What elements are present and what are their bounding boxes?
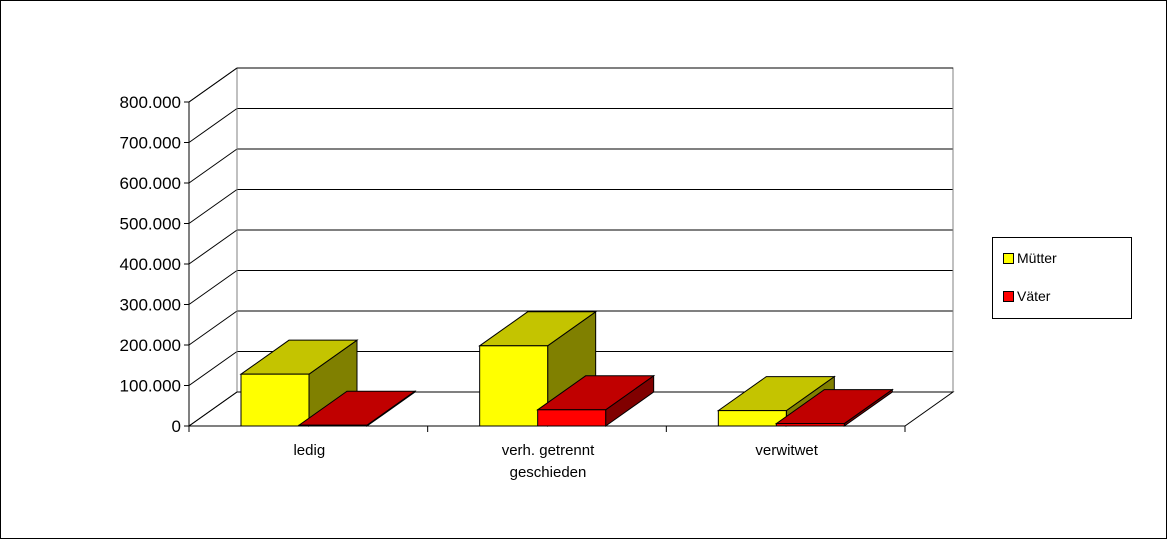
gridline-side [188,189,238,224]
legend-swatch-vaeter [1003,290,1014,302]
gridline-side [188,351,238,386]
y-axis-top-edge [188,67,238,103]
y-tick-label: 0 [172,417,181,436]
y-tick-label: 600.000 [120,174,181,193]
gridline-side [188,310,238,346]
x-category-label: geschieden [510,464,587,481]
bar [479,345,549,427]
y-tick-label: 300.000 [120,296,181,315]
x-category-label: verh. getrennt [502,442,595,459]
legend-label-muetter: Mütter [1017,250,1057,266]
y-tick-label: 200.000 [120,336,181,355]
legend-swatch-muetter [1003,252,1014,264]
bar [537,409,607,427]
y-tick-label: 400.000 [120,255,181,274]
legend: Mütter Väter [992,237,1132,319]
x-category-label: verwitwet [755,442,818,459]
bar [240,373,310,427]
gridline-side [188,148,238,184]
y-tick-label: 800.000 [120,93,181,112]
gridline-side [188,229,238,265]
y-tick-label: 700.000 [120,134,181,153]
bar [775,423,845,427]
gridline-side [188,108,238,143]
x-category-label: ledig [293,442,325,459]
legend-item-vaeter: Väter [1003,288,1050,304]
legend-item-muetter: Mütter [1003,250,1057,266]
y-tick-label: 100.000 [120,377,181,396]
bar [298,424,368,427]
y-tick-label: 500.000 [120,215,181,234]
legend-label-vaeter: Väter [1017,288,1051,304]
gridline-side [188,270,238,305]
